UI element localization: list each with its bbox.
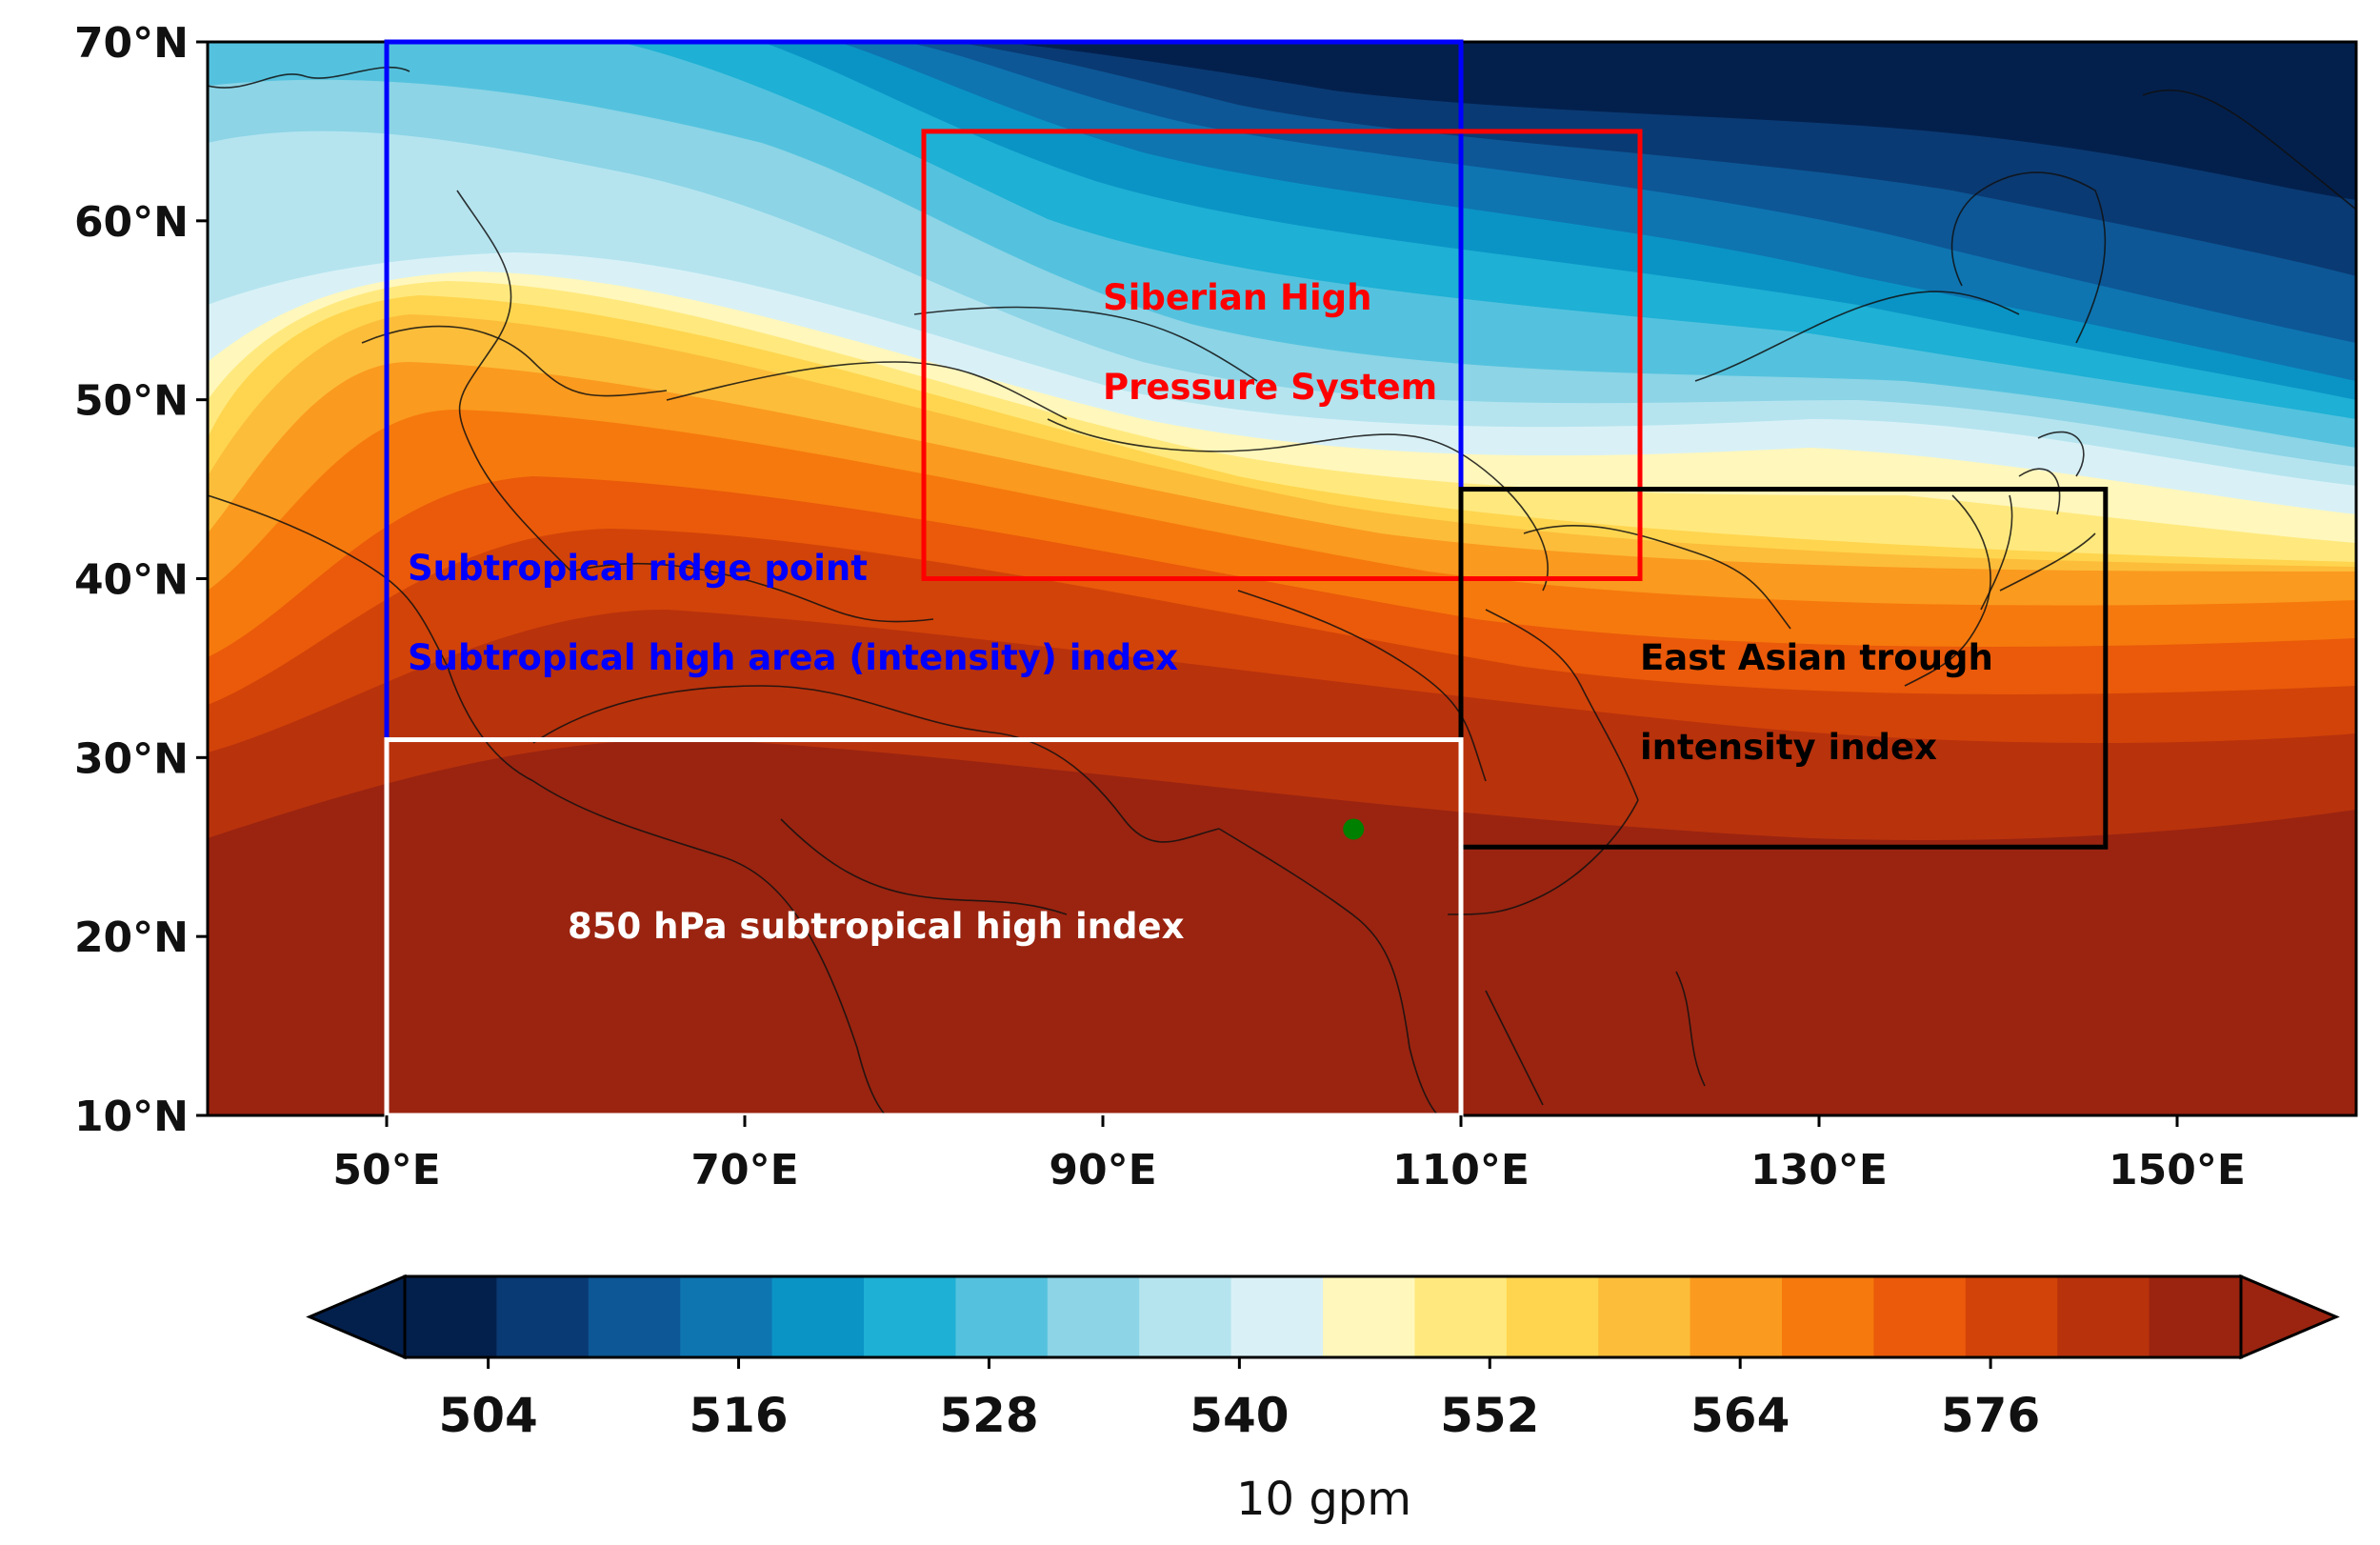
lat-tick-label: 70°N [74, 19, 189, 68]
label-east-asian-trough: East Asian trough [1640, 637, 1993, 678]
colorbar-tick-label: 564 [1690, 1388, 1790, 1443]
colorbar-segment [2149, 1276, 2242, 1357]
colorbar-segment [1047, 1276, 1140, 1357]
contour-band [1000, 42, 2356, 200]
label-pressure-system: Pressure System [1103, 367, 1437, 408]
colorbar-tick-label: 552 [1440, 1388, 1539, 1443]
lat-tick-label: 20°N [74, 913, 189, 962]
coastlines [208, 67, 2356, 1115]
colorbar-segment [955, 1276, 1049, 1357]
lon-tick-label: 110°E [1392, 1146, 1530, 1194]
map-field [208, 42, 2356, 1115]
colorbar-tick-label: 504 [438, 1388, 537, 1443]
region-box-siberian-high [921, 129, 1643, 582]
colorbar-segment [2057, 1276, 2150, 1357]
lon-tick-label: 90°E [1049, 1146, 1156, 1194]
region-labels: Subtropical ridge point Subtropical high… [408, 277, 1993, 947]
colorbar-frame [403, 1274, 2243, 1359]
lon-tick-label: 70°E [690, 1146, 798, 1194]
colorbar-segment [771, 1276, 865, 1357]
lat-tick-label: 50°N [74, 377, 189, 426]
label-subtropical-high-area: Subtropical high area (intensity) index [408, 637, 1178, 678]
lat-tick-label: 10°N [74, 1093, 189, 1141]
lat-tick-label: 40°N [74, 556, 189, 605]
colorbar-segment [1139, 1276, 1232, 1357]
colorbar-segment [1782, 1276, 1874, 1357]
region-box-850-subtropical-high [384, 737, 1464, 1118]
station-marker [1343, 818, 1365, 840]
lon-tick-label: 50°E [332, 1146, 440, 1194]
region-box-east-asian-trough [1458, 487, 2109, 850]
colorbar-segment [1230, 1276, 1324, 1357]
lat-tick-label: 60°N [74, 198, 189, 247]
lon-tick-label: 130°E [1750, 1146, 1888, 1194]
longitude-axis: 50°E 70°E 90°E 110°E 130°E 150°E [332, 1115, 2246, 1194]
label-subtropical-ridge: Subtropical ridge point [408, 548, 868, 589]
colorbar-segment [1598, 1276, 1691, 1357]
label-850-subtropical-high: 850 hPa subtropical high index [568, 906, 1185, 947]
latitude-axis: 70°N 60°N 50°N 40°N 30°N 20°N 10°N [74, 19, 208, 1141]
colorbar-segment [1965, 1276, 2058, 1357]
label-trough-intensity: intensity index [1640, 727, 1937, 768]
label-siberian-high: Siberian High [1103, 277, 1372, 318]
colorbar-tick-label: 576 [1941, 1388, 2040, 1443]
colorbar-segment [1414, 1276, 1508, 1357]
colorbar-segment [1506, 1276, 1599, 1357]
colorbar-tick-label: 516 [689, 1388, 788, 1443]
colorbar-segment [864, 1276, 956, 1357]
colorbar-extend-high [2239, 1274, 2340, 1360]
colorbar-segment [405, 1276, 497, 1357]
colorbar-segment [1323, 1276, 1415, 1357]
colorbar: 504 516 528 540 552 564 576 [306, 1274, 2340, 1443]
colorbar-segment [1873, 1276, 1967, 1357]
colorbar-segment [496, 1276, 590, 1357]
region-boxes [384, 39, 2109, 1118]
colorbar-segment [680, 1276, 773, 1357]
lat-tick-label: 30°N [74, 734, 189, 783]
colorbar-extend-low [306, 1274, 407, 1360]
colorbar-segment [588, 1276, 681, 1357]
lon-tick-label: 150°E [2109, 1146, 2246, 1194]
colorbar-unit-label: 10 gpm [1236, 1473, 1411, 1526]
colorbar-segment [1690, 1276, 1783, 1357]
colorbar-tick-label: 540 [1190, 1388, 1289, 1443]
colorbar-tick-label: 528 [939, 1388, 1038, 1443]
